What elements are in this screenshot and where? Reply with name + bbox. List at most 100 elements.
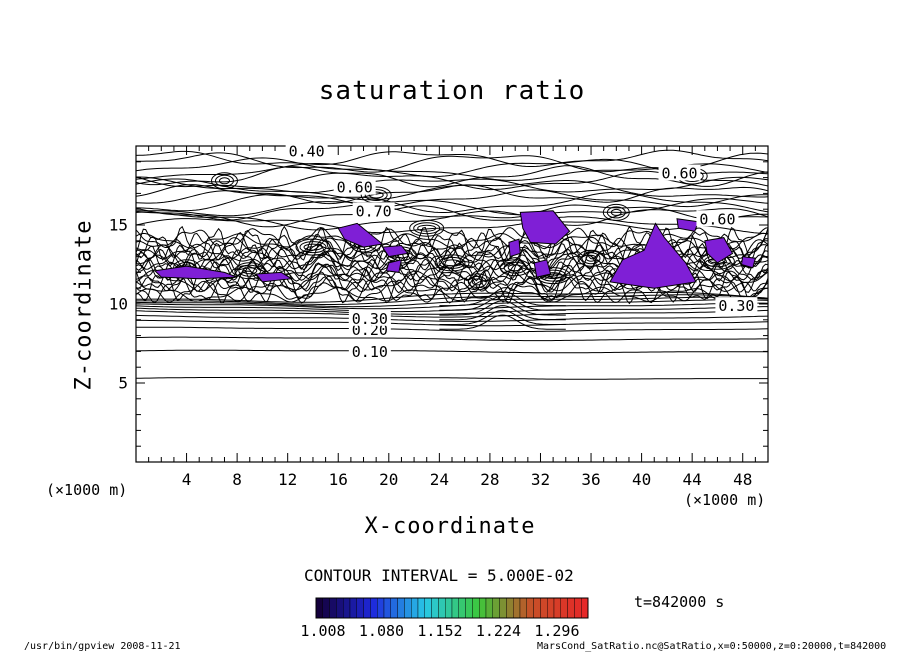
contour-label: 0.30 (352, 310, 388, 328)
colorbar-frame (315, 597, 589, 619)
closed-contour (602, 203, 630, 221)
colorbar-cell (417, 597, 426, 619)
contour-label-bg (348, 342, 391, 359)
contour-line (135, 189, 768, 208)
supersaturated-region (533, 259, 552, 278)
closed-contour (368, 191, 384, 199)
contour-line (135, 203, 768, 221)
colorbar-cell (315, 597, 324, 619)
closed-contour (610, 208, 622, 216)
closed-contour (299, 241, 327, 254)
colorbar-cell (519, 597, 528, 619)
contour-line (135, 205, 769, 228)
x-tick-label: 24 (429, 470, 449, 489)
x-axis-label: X-coordinate (364, 514, 536, 539)
contour-label-bg (352, 202, 395, 219)
colorbar-cell (451, 597, 460, 619)
colorbar-cell (547, 597, 555, 619)
closed-contour (303, 243, 323, 251)
colorbar-tick-label: 1.224 (475, 622, 522, 640)
contour-label-bg (715, 297, 758, 314)
contour-line (136, 326, 769, 333)
closed-contour (577, 249, 605, 267)
closed-contour (417, 224, 437, 232)
colorbar (315, 597, 589, 619)
colorbar-cell (404, 597, 412, 619)
supersaturated-region (385, 259, 403, 273)
colorbar-cell (513, 597, 521, 619)
closed-contour (364, 189, 388, 201)
contour-label: 0.70 (356, 202, 392, 220)
colorbar-cell (411, 597, 419, 619)
contour-label-bg (696, 210, 739, 227)
colorbar-cell (533, 597, 541, 619)
y-axis-label: Z-coordinate (71, 219, 97, 391)
supersaturated-region (609, 222, 697, 289)
supersaturated-region (740, 256, 757, 269)
contour-line (135, 306, 768, 315)
x-tick-label: 8 (232, 470, 242, 489)
colorbar-cell (343, 597, 351, 619)
supersaturated-region (508, 238, 521, 258)
colorbar-cell (438, 597, 446, 619)
closed-contour (238, 264, 262, 277)
contour-line (135, 314, 769, 322)
contour-line (136, 336, 769, 342)
colorbar-cell (349, 597, 358, 619)
contour-line (135, 149, 769, 167)
footer-file-info: MarsCond_SatRatio.nc@SatRatio,x=0:50000,… (537, 641, 887, 652)
x-tick-label: 48 (733, 470, 753, 489)
y-tick-label: 5 (118, 373, 128, 393)
colorbar-cell (397, 597, 405, 619)
contour-line (136, 319, 769, 327)
supersaturated-region (704, 237, 734, 264)
supersaturated-region (153, 265, 238, 280)
colorbar-cell (492, 597, 500, 619)
contour-line (135, 349, 768, 354)
contour-line (135, 309, 769, 318)
contour-line (439, 300, 566, 316)
colorbar-tick-label: 1.080 (358, 622, 405, 640)
contour-interval-label: CONTOUR INTERVAL = 5.000E-02 (304, 566, 574, 585)
closed-contour (295, 238, 331, 256)
closed-contour (438, 256, 466, 269)
axis-ticks (136, 146, 768, 462)
x-tick-label: 16 (328, 470, 348, 489)
contour-label: 0.40 (289, 142, 325, 160)
contour-line (439, 305, 566, 321)
colorbar-cell (560, 597, 568, 619)
contour-line (136, 294, 769, 305)
colorbar-cell (363, 597, 371, 619)
contour-label: 0.30 (718, 297, 754, 315)
closed-contour (499, 259, 531, 277)
x-tick-label: 4 (181, 470, 192, 489)
closed-contour (467, 275, 487, 288)
colorbar-cell (377, 597, 385, 619)
contour-line (439, 314, 566, 330)
supersaturated-region (337, 222, 384, 248)
contour-label-bg (333, 178, 376, 195)
y-tick-label: 15 (108, 215, 128, 235)
x-unit-label-right: (×1000 m) (684, 491, 766, 509)
colorbar-cell (567, 597, 575, 619)
colorbar-cell (465, 597, 473, 619)
closed-contour (215, 174, 234, 187)
contour-line (135, 377, 768, 380)
supersaturated-region (381, 244, 409, 258)
colorbar-cell (458, 597, 466, 619)
closed-contour (219, 177, 230, 185)
closed-contour (471, 278, 483, 286)
contour-line (136, 176, 769, 193)
colorbar-tick-label: 1.152 (417, 622, 463, 640)
contour-line (439, 309, 566, 325)
colorbar-cell (356, 597, 364, 619)
closed-contour (442, 259, 462, 267)
contour-line (135, 178, 769, 201)
colorbar-cell (424, 597, 432, 619)
colorbar-cell (322, 597, 330, 619)
contour-labels: 0.100.200.300.300.600.600.600.400.70 (285, 142, 758, 361)
closed-contour (211, 172, 238, 190)
x-tick-label: 44 (682, 470, 702, 489)
x-tick-label: 32 (530, 470, 551, 489)
